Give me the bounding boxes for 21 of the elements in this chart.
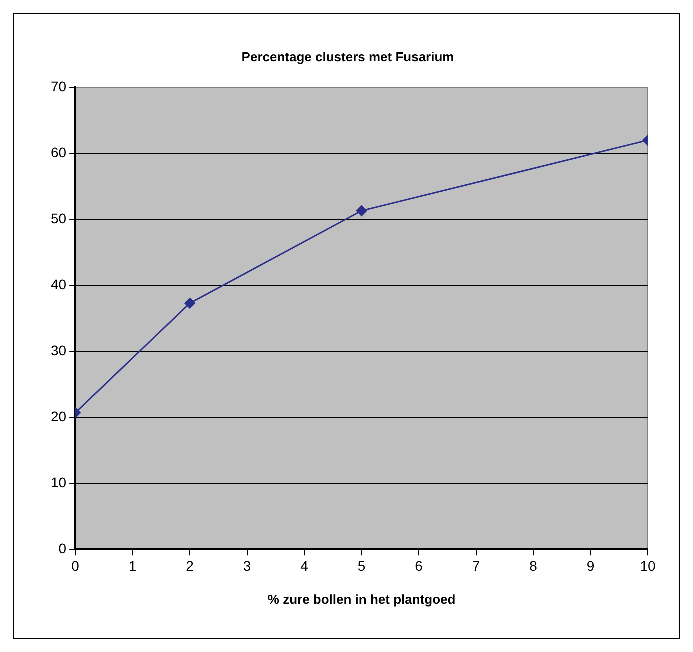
chart-title: Percentage clusters met Fusarium xyxy=(242,49,454,64)
x-tick-label: 2 xyxy=(186,558,194,574)
x-tick-label: 10 xyxy=(640,558,656,574)
y-tick-label: 50 xyxy=(50,210,67,226)
y-tick-label: 10 xyxy=(50,474,67,490)
x-tick-label: 6 xyxy=(415,558,424,574)
x-tick-label: 1 xyxy=(128,558,137,574)
x-tick-label: 5 xyxy=(358,558,366,574)
x-tick-label: 8 xyxy=(530,558,538,574)
x-tick-label: 3 xyxy=(243,558,252,574)
x-tick-label: 4 xyxy=(300,558,309,574)
y-tick-label: 40 xyxy=(50,276,67,292)
x-axis-title: % zure bollen in het plantgoed xyxy=(268,592,456,607)
y-tick-label: 70 xyxy=(50,78,67,94)
y-tick-label: 30 xyxy=(50,342,67,358)
y-tick-label: 60 xyxy=(50,144,67,160)
y-tick-label: 20 xyxy=(50,408,67,424)
x-tick-label: 7 xyxy=(472,558,480,574)
x-tick-label: 0 xyxy=(72,558,80,574)
y-tick-label: 0 xyxy=(58,540,67,556)
x-tick-label: 9 xyxy=(586,558,595,574)
